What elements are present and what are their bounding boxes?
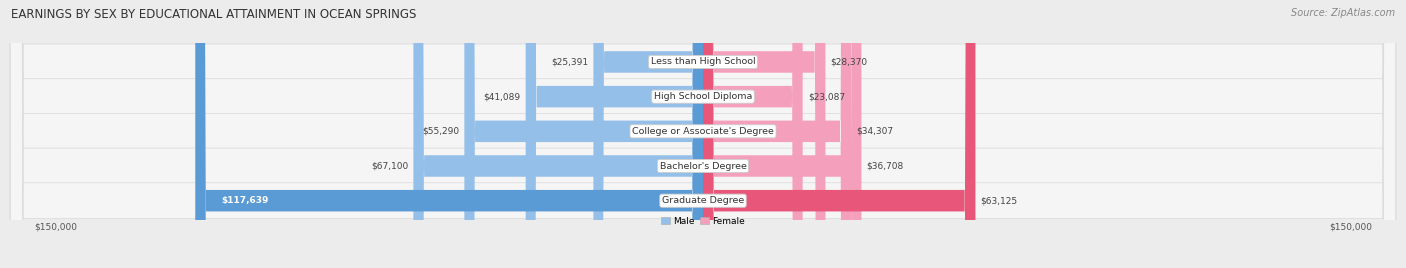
FancyBboxPatch shape — [703, 0, 825, 268]
Text: $55,290: $55,290 — [422, 127, 460, 136]
Legend: Male, Female: Male, Female — [658, 213, 748, 229]
FancyBboxPatch shape — [413, 0, 703, 268]
FancyBboxPatch shape — [10, 0, 1396, 268]
Text: Bachelor's Degree: Bachelor's Degree — [659, 162, 747, 170]
FancyBboxPatch shape — [10, 0, 1396, 268]
Text: $63,125: $63,125 — [980, 196, 1018, 205]
Text: Graduate Degree: Graduate Degree — [662, 196, 744, 205]
Text: $23,087: $23,087 — [808, 92, 845, 101]
Text: Less than High School: Less than High School — [651, 57, 755, 66]
FancyBboxPatch shape — [593, 0, 703, 268]
Text: High School Diploma: High School Diploma — [654, 92, 752, 101]
Text: $67,100: $67,100 — [371, 162, 408, 170]
FancyBboxPatch shape — [703, 0, 862, 268]
FancyBboxPatch shape — [10, 0, 1396, 268]
Text: $117,639: $117,639 — [221, 196, 269, 205]
FancyBboxPatch shape — [10, 0, 1396, 268]
Text: $41,089: $41,089 — [484, 92, 520, 101]
Text: Source: ZipAtlas.com: Source: ZipAtlas.com — [1291, 8, 1395, 18]
Text: EARNINGS BY SEX BY EDUCATIONAL ATTAINMENT IN OCEAN SPRINGS: EARNINGS BY SEX BY EDUCATIONAL ATTAINMEN… — [11, 8, 416, 21]
Text: College or Associate's Degree: College or Associate's Degree — [633, 127, 773, 136]
FancyBboxPatch shape — [526, 0, 703, 268]
FancyBboxPatch shape — [464, 0, 703, 268]
FancyBboxPatch shape — [703, 0, 851, 268]
FancyBboxPatch shape — [10, 0, 1396, 268]
Text: $25,391: $25,391 — [551, 57, 588, 66]
Text: $34,307: $34,307 — [856, 127, 893, 136]
FancyBboxPatch shape — [195, 0, 703, 268]
Text: $28,370: $28,370 — [831, 57, 868, 66]
Text: $36,708: $36,708 — [866, 162, 904, 170]
FancyBboxPatch shape — [703, 0, 976, 268]
FancyBboxPatch shape — [703, 0, 803, 268]
